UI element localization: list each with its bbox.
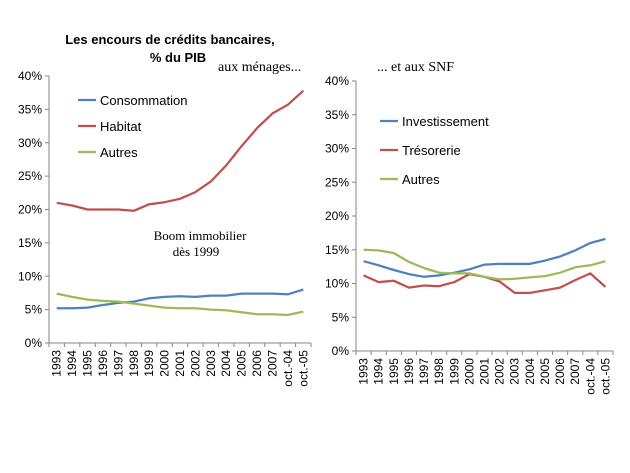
legend-label: Habitat xyxy=(100,119,142,134)
x-tick-label: 1997 xyxy=(417,358,431,385)
chart1: 0%5%10%15%20%25%30%35%40%1993 1994 1995 199… xyxy=(18,69,312,387)
x-tick-label: oct.-04 xyxy=(583,358,597,395)
y-tick-label: 40% xyxy=(18,69,42,83)
y-tick-label: 20% xyxy=(18,203,42,217)
y-tick-label: 30% xyxy=(325,142,349,156)
y-tick-label: 35% xyxy=(18,102,42,116)
x-tick-label: 2002 xyxy=(493,358,507,385)
y-tick-label: 10% xyxy=(18,269,42,283)
series-line-habitat xyxy=(56,89,305,212)
x-tick-label: 1995 xyxy=(387,358,401,385)
x-tick-label: 2007 xyxy=(568,358,582,385)
x-tick-label: 1994 xyxy=(65,350,79,377)
y-tick-label: 0% xyxy=(332,344,350,358)
legend-label: Investissement xyxy=(402,114,489,129)
x-tick-label: 1993 xyxy=(50,350,64,377)
chart1-annotation-line-2: dès 1999 xyxy=(173,244,220,259)
x-tick-label: 2002 xyxy=(188,350,202,377)
x-tick-label: oct.-05 xyxy=(598,358,612,395)
y-tick-label: 40% xyxy=(325,74,349,88)
chart-title-line-1: Les encours de crédits bancaires, xyxy=(65,32,275,47)
legend-label: Consommation xyxy=(100,93,187,108)
x-tick-label: 2003 xyxy=(204,350,218,377)
x-tick-label: 1998 xyxy=(432,358,446,385)
y-tick-label: 10% xyxy=(325,277,349,291)
x-tick-label: 1999 xyxy=(142,350,156,377)
x-tick-label: 2001 xyxy=(478,358,492,385)
x-tick-label: 2004 xyxy=(219,350,233,377)
chart1-subtitle: aux ménages... xyxy=(218,60,301,75)
y-tick-label: 15% xyxy=(18,236,42,250)
x-tick-label: 1999 xyxy=(447,358,461,385)
y-tick-label: 5% xyxy=(332,310,350,324)
y-tick-label: 35% xyxy=(325,108,349,122)
x-tick-label: 2005 xyxy=(538,358,552,385)
legend-label: Autres xyxy=(402,172,440,187)
x-tick-label: 1997 xyxy=(111,350,125,377)
x-tick-label: 2006 xyxy=(553,358,567,385)
series-line-autres xyxy=(56,292,304,317)
x-tick-label: oct.-05 xyxy=(296,350,310,387)
y-tick-label: 25% xyxy=(325,175,349,189)
x-tick-label: 2005 xyxy=(235,350,249,377)
x-tick-label: 2006 xyxy=(250,350,264,377)
y-tick-label: 15% xyxy=(325,243,349,257)
x-tick-label: 2007 xyxy=(265,350,279,377)
series-line-investissement xyxy=(363,237,606,278)
x-tick-label: 1998 xyxy=(127,350,141,377)
y-tick-label: 5% xyxy=(25,303,43,317)
legend-label: Autres xyxy=(100,145,138,160)
x-tick-label: 2004 xyxy=(523,358,537,385)
chart1-annotation-line-1: Boom immobilier xyxy=(154,228,247,243)
y-tick-label: 20% xyxy=(325,209,349,223)
series-line-consommation xyxy=(56,288,304,310)
x-tick-label: 1995 xyxy=(81,350,95,377)
x-tick-label: 1996 xyxy=(96,350,110,377)
y-tick-label: 30% xyxy=(18,136,42,150)
x-tick-label: 1993 xyxy=(357,358,371,385)
x-tick-label: 2003 xyxy=(508,358,522,385)
x-tick-label: 2000 xyxy=(158,350,172,377)
chart2: 0%5%10%15%20%25%30%35%40%1993 1994 1995 199… xyxy=(325,74,614,395)
chart2-subtitle: ... et aux SNF xyxy=(377,60,454,75)
x-tick-label: 2000 xyxy=(462,358,476,385)
x-tick-label: 1994 xyxy=(372,358,386,385)
y-tick-label: 25% xyxy=(18,169,42,183)
chart-title-line-2: % du PIB xyxy=(150,50,206,65)
series-line-autres xyxy=(363,248,606,281)
x-tick-label: oct.-04 xyxy=(281,350,295,387)
legend-label: Trésorerie xyxy=(402,143,461,158)
x-tick-label: 1996 xyxy=(402,358,416,385)
x-tick-label: 2001 xyxy=(173,350,187,377)
y-tick-label: 0% xyxy=(25,336,43,350)
